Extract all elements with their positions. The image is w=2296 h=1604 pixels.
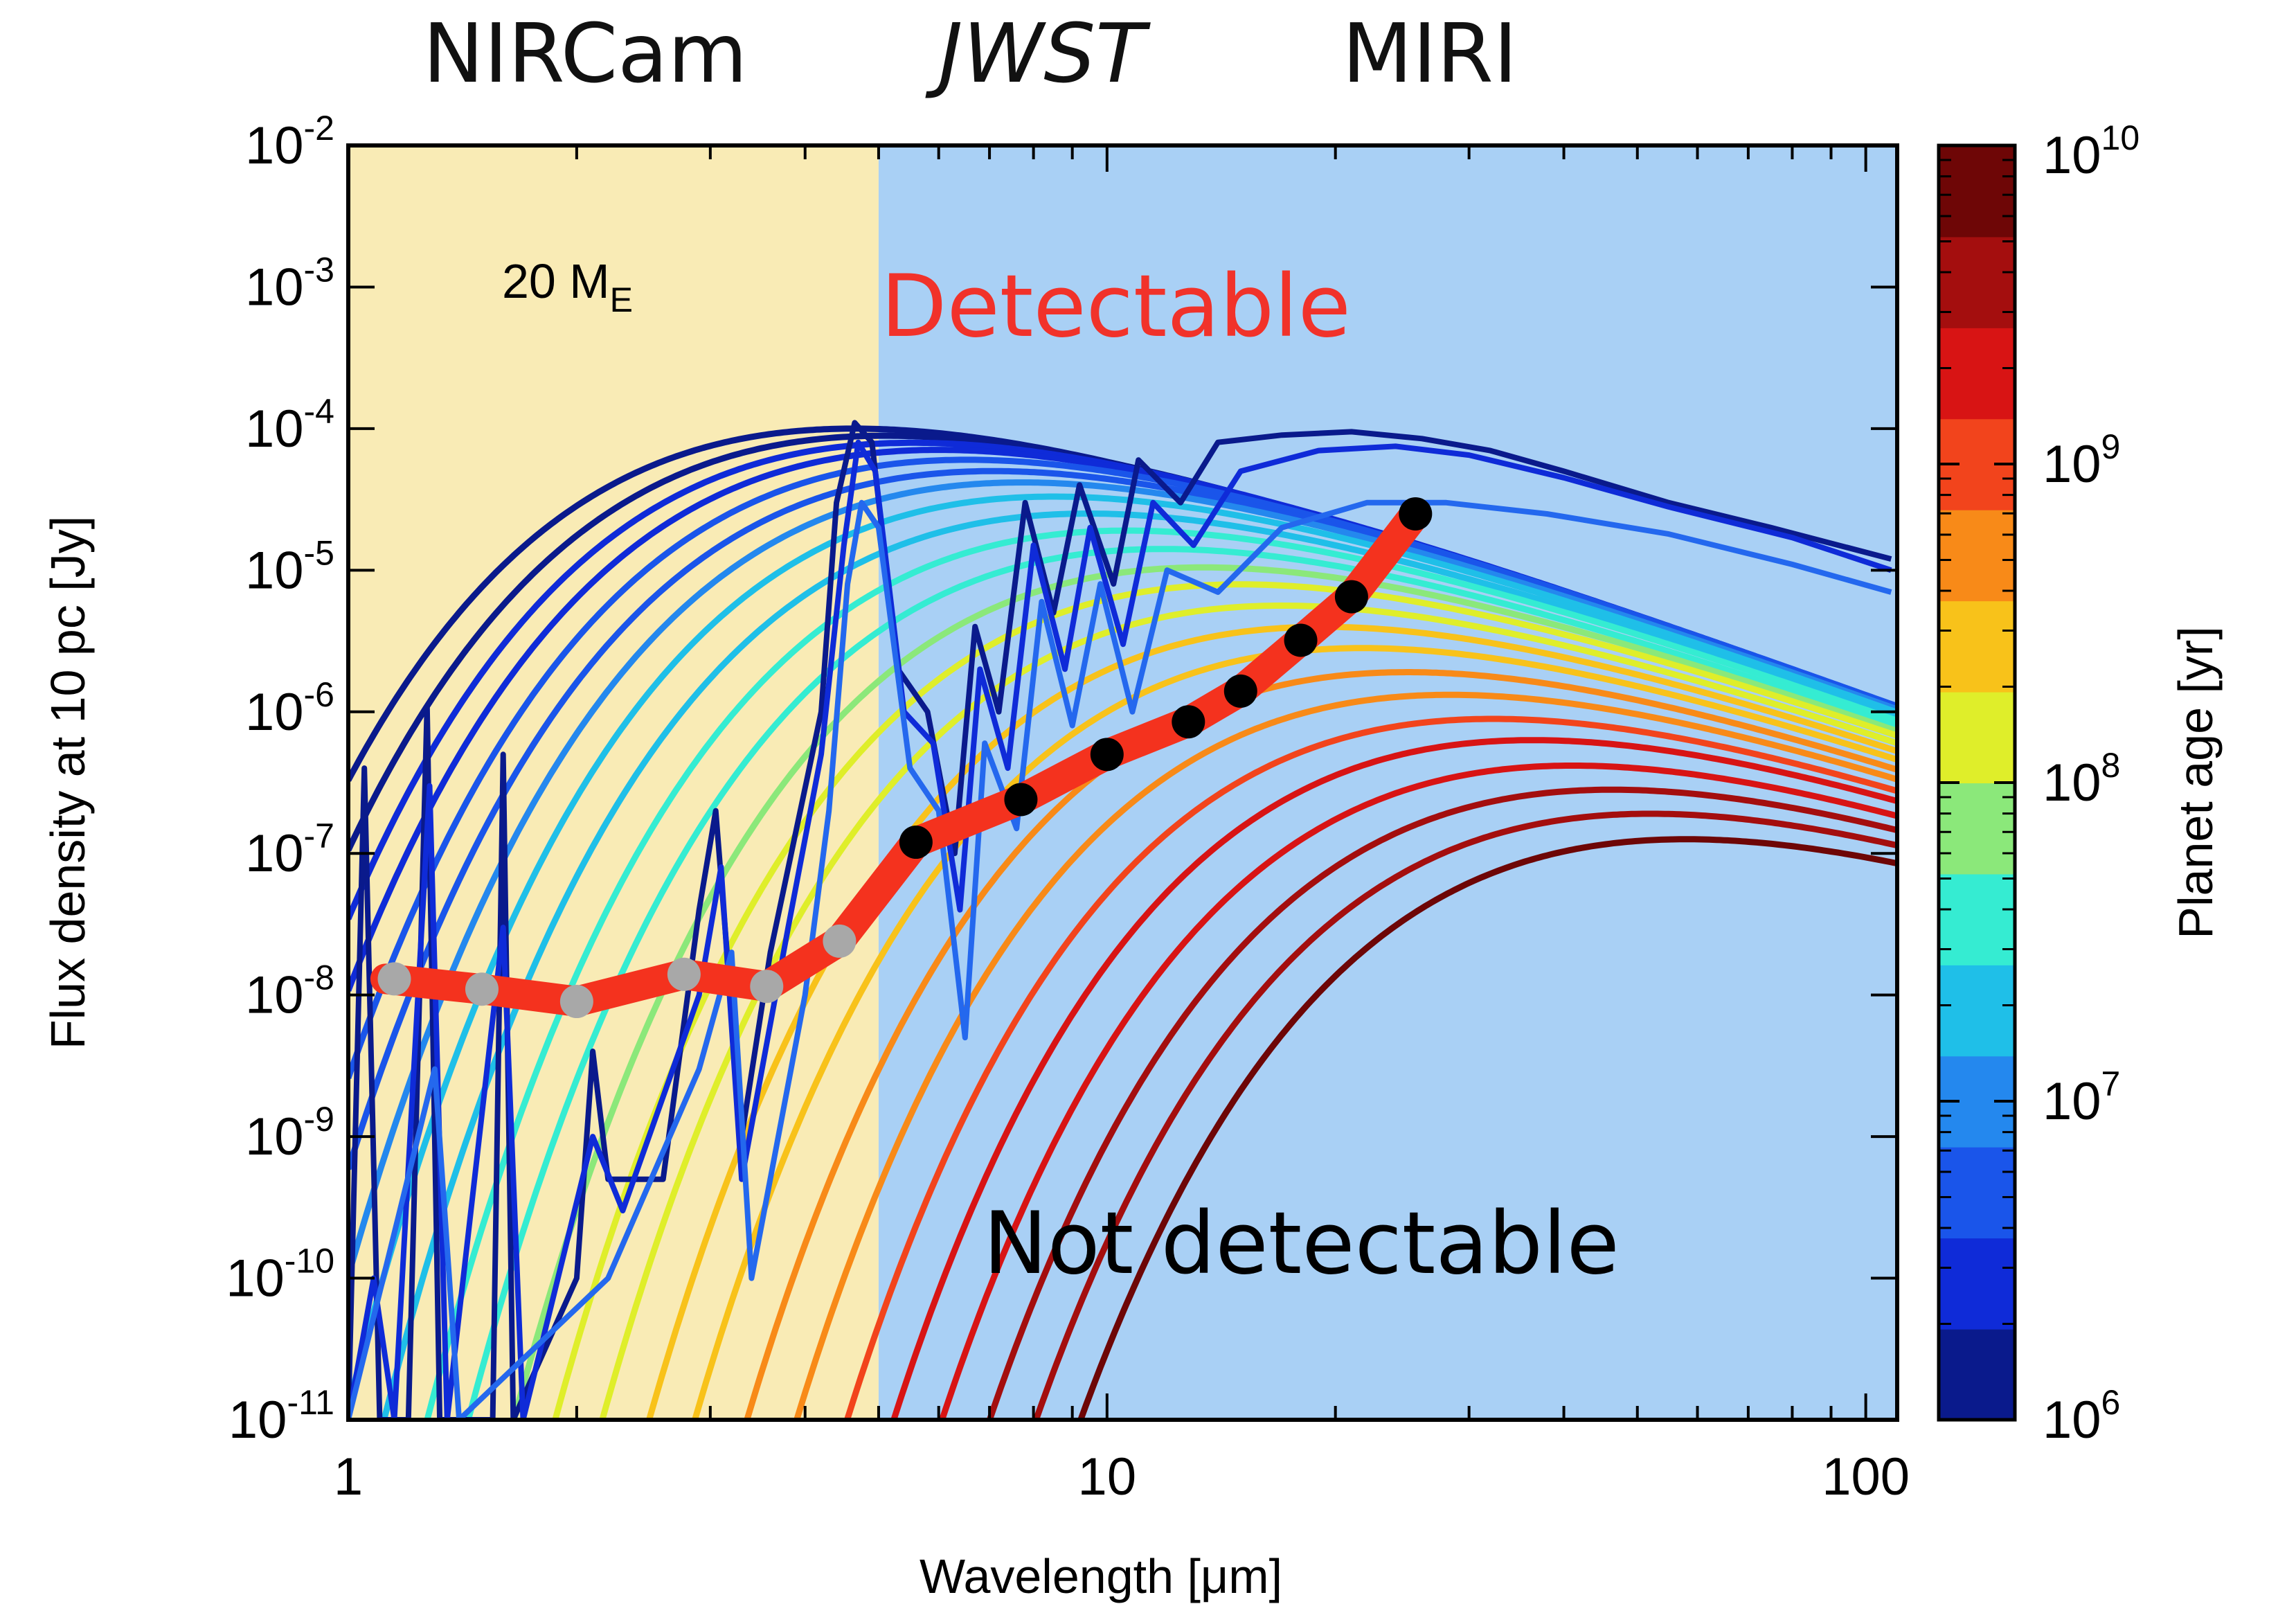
spectrum-curve xyxy=(348,439,1892,1420)
model-curve xyxy=(510,564,1897,1420)
model-curve xyxy=(938,763,1897,1420)
model-curve xyxy=(599,602,1897,1420)
model-curve xyxy=(1077,836,1897,1420)
y-tick-label: 10-11 xyxy=(228,1383,334,1450)
model-curve xyxy=(1032,810,1897,1420)
x-axis-label: Wavelength [μm] xyxy=(920,1549,1282,1603)
model-curve xyxy=(348,493,1897,1408)
y-tick-label: 10-7 xyxy=(245,817,334,883)
colorbar-band xyxy=(1939,691,2015,783)
colorbar xyxy=(1939,145,2015,1420)
colorbar-band xyxy=(1939,1238,2015,1330)
miri-sensitivity-points xyxy=(899,497,1433,859)
model-curves xyxy=(348,425,1897,1420)
colorbar-label: Planet age [yr] xyxy=(2169,626,2223,938)
nircam-point xyxy=(750,970,784,1004)
jwst-heading: JWST xyxy=(925,6,1151,101)
colorbar-band xyxy=(1939,600,2015,693)
y-tick-label: 10-9 xyxy=(245,1100,334,1166)
model-curve xyxy=(986,786,1897,1420)
y-tick-label: 10-5 xyxy=(245,533,334,600)
nircam-point xyxy=(377,962,411,996)
colorbar-band xyxy=(1939,783,2015,875)
plot-frame xyxy=(346,143,1899,1422)
y-tick-label: 10-8 xyxy=(245,959,334,1025)
nircam-point xyxy=(559,985,593,1019)
colorbar-tick-label: 106 xyxy=(2043,1383,2120,1450)
miri-point xyxy=(1399,497,1433,531)
colorbar-tick-label: 1010 xyxy=(2043,118,2140,185)
miri-point xyxy=(1090,738,1124,772)
axis-ticks: 1 10 100 10-2 10-3 10-4 10-5 10-6 10-7 10-8 10-9 10… xyxy=(226,109,1910,1506)
miri-point xyxy=(1004,783,1038,817)
miri-point xyxy=(1172,705,1205,739)
x-tick-label: 100 xyxy=(1822,1447,1910,1506)
not-detectable-label: Not detectable xyxy=(983,1194,1620,1294)
colorbar-band xyxy=(1939,1146,2015,1239)
y-axis-label: Flux density at 10 pc [Jy] xyxy=(41,516,95,1049)
colorbar-tick-label: 107 xyxy=(2043,1064,2120,1131)
x-tick-label: 10 xyxy=(1078,1447,1137,1506)
miri-heading: MIRI xyxy=(1342,6,1517,101)
model-curve xyxy=(843,715,1897,1420)
colorbar-band xyxy=(1939,964,2015,1057)
x-tick-label: 1 xyxy=(334,1447,363,1506)
y-tick-label: 10-10 xyxy=(226,1242,334,1308)
model-curve xyxy=(793,691,1897,1420)
colorbar-band xyxy=(1939,236,2015,328)
model-curve xyxy=(380,510,1897,1420)
miri-point xyxy=(1334,580,1368,614)
y-tick-label: 10-4 xyxy=(245,392,334,458)
nircam-heading: NIRCam xyxy=(423,6,748,101)
model-curve xyxy=(890,737,1897,1420)
colorbar-band xyxy=(1939,509,2015,602)
model-curve xyxy=(552,581,1897,1420)
y-tick-label: 10-2 xyxy=(245,109,334,175)
colorbar-band xyxy=(1939,145,2015,238)
y-tick-label: 10-3 xyxy=(245,250,334,317)
model-curve xyxy=(348,479,1897,1277)
nircam-point xyxy=(465,972,499,1006)
colorbar-tick-label: 108 xyxy=(2043,746,2120,812)
miri-point xyxy=(899,826,933,859)
colorbar-ticks: 106 107 108 109 1010 xyxy=(1939,118,2140,1450)
miri-point xyxy=(1284,623,1318,657)
detectable-label: Detectable xyxy=(881,257,1351,357)
nircam-sensitivity-points xyxy=(377,924,856,1019)
colorbar-band xyxy=(1939,1328,2015,1420)
colorbar-band xyxy=(1939,327,2015,420)
colorbar-tick-label: 109 xyxy=(2043,427,2120,494)
model-curve xyxy=(691,645,1897,1420)
colorbar-band xyxy=(1939,873,2015,965)
nircam-point xyxy=(823,924,856,958)
miri-point xyxy=(1223,674,1257,708)
y-tick-label: 10-6 xyxy=(245,675,334,742)
mass-label: 20 ME xyxy=(502,254,633,319)
nircam-point xyxy=(667,957,701,991)
